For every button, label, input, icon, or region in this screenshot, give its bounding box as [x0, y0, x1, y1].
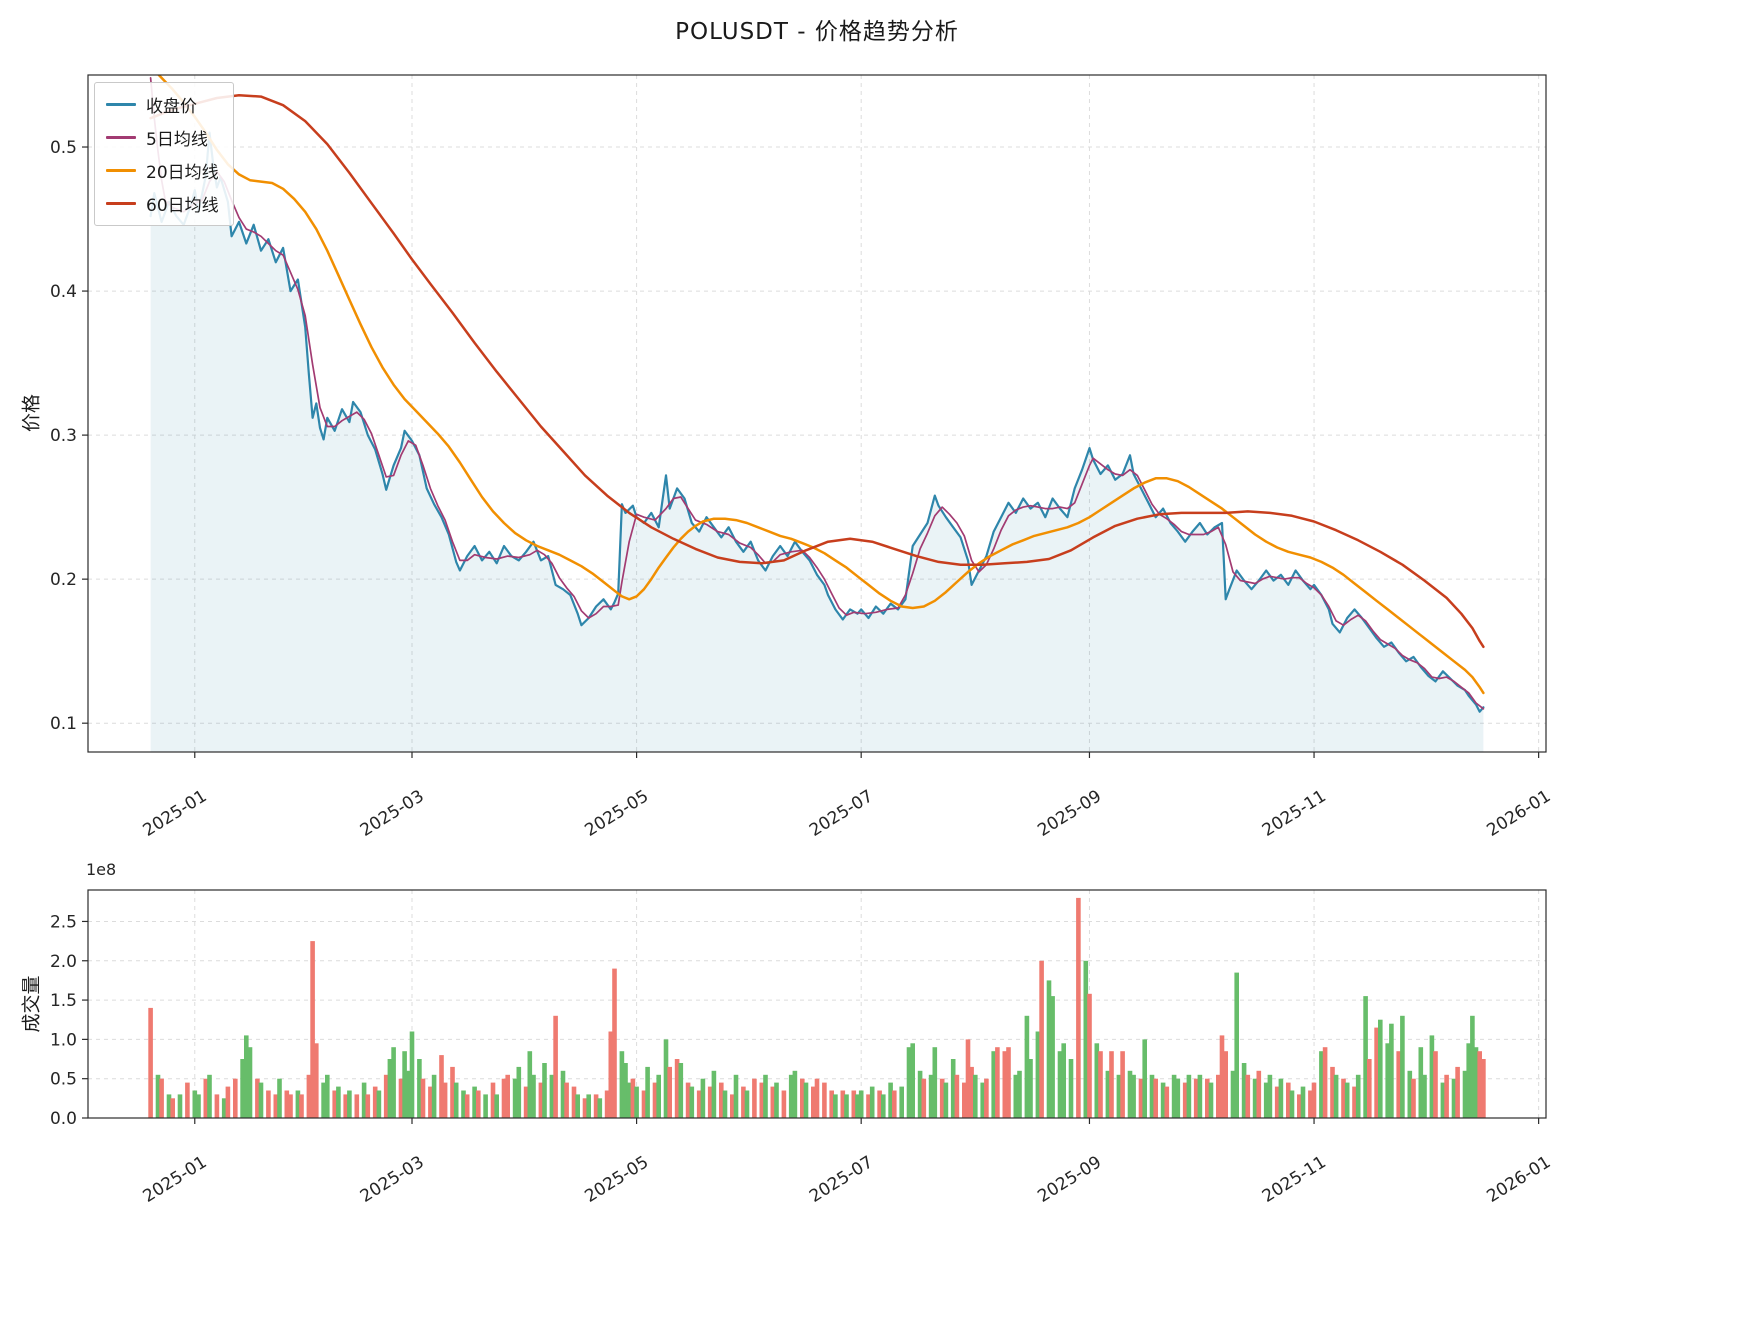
legend-label-close: 收盘价: [146, 97, 197, 117]
svg-text:1.0: 1.0: [50, 1030, 77, 1050]
svg-text:0.3: 0.3: [50, 426, 77, 446]
legend-swatch-ma5-line: [106, 136, 136, 139]
svg-text:2025-05: 2025-05: [581, 786, 652, 841]
legend-swatch-close-line: [106, 102, 136, 107]
svg-text:2025-09: 2025-09: [1034, 786, 1105, 841]
price-axis-label: 价格: [20, 393, 43, 433]
volume-plot-border: [87, 889, 1547, 1119]
svg-text:2025-05: 2025-05: [581, 1152, 652, 1207]
svg-text:2025-03: 2025-03: [357, 786, 428, 841]
legend-item-ma5: 5日均线: [106, 125, 219, 150]
legend-label-ma20: 20日均线: [146, 163, 219, 183]
svg-text:0.4: 0.4: [50, 282, 77, 302]
svg-text:2025-09: 2025-09: [1034, 1152, 1105, 1207]
volume-scale-label: 1e8: [86, 860, 117, 879]
svg-text:0.1: 0.1: [50, 714, 77, 734]
chart-title: POLUSDT - 价格趋势分析: [675, 19, 959, 45]
price-plot-border: [87, 74, 1547, 753]
svg-text:0.5: 0.5: [50, 138, 77, 158]
ma5-line: [149, 77, 1485, 710]
legend-item-ma60: 60日均线: [106, 191, 219, 216]
svg-text:2025-07: 2025-07: [806, 786, 877, 841]
legend-swatch-ma20-line: [106, 168, 136, 173]
svg-text:2026-01: 2026-01: [1483, 1152, 1554, 1207]
svg-text:2025-01: 2025-01: [140, 786, 211, 841]
volume-bars: [148, 897, 1486, 1118]
legend: 收盘价 5日均线 20日均线 60日均线: [94, 82, 234, 226]
svg-text:2026-01: 2026-01: [1483, 786, 1554, 841]
legend-item-close: 收盘价: [106, 92, 219, 117]
svg-text:2025-03: 2025-03: [357, 1152, 428, 1207]
svg-text:2025-11: 2025-11: [1259, 786, 1330, 841]
svg-text:0.2: 0.2: [50, 570, 77, 590]
legend-label-ma5: 5日均线: [146, 130, 208, 150]
legend-swatch-ma60-line: [106, 201, 136, 206]
svg-text:2.0: 2.0: [50, 952, 77, 972]
svg-text:2.5: 2.5: [50, 912, 77, 932]
ma60-line: [149, 93, 1485, 649]
svg-text:2025-01: 2025-01: [140, 1152, 211, 1207]
legend-item-ma20: 20日均线: [106, 158, 219, 183]
close-area-fill: [150, 132, 1484, 752]
svg-text:0.5: 0.5: [50, 1070, 77, 1090]
volume-axis-label: 成交量: [20, 975, 43, 1033]
ma20-line: [157, 75, 1485, 695]
svg-text:2025-11: 2025-11: [1259, 1152, 1330, 1207]
svg-text:2025-07: 2025-07: [806, 1152, 877, 1207]
svg-text:0.0: 0.0: [50, 1109, 77, 1129]
svg-text:1.5: 1.5: [50, 991, 77, 1011]
legend-label-ma60: 60日均线: [146, 196, 219, 216]
